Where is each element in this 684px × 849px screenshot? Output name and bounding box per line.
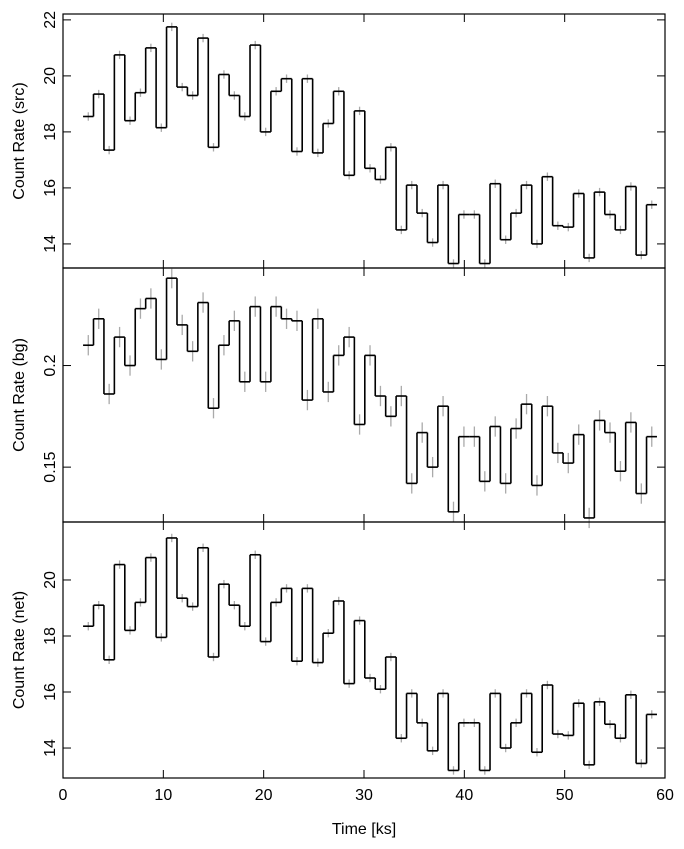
y-tick-label: 20 — [42, 67, 59, 85]
plot-frame — [62, 13, 666, 269]
y-tick-label: 16 — [42, 179, 59, 197]
x-tick-label: 30 — [355, 787, 373, 804]
y-tick-label: 18 — [42, 123, 59, 141]
x-tick-label: 60 — [656, 787, 674, 804]
y-axis-label: Count Rate (bg) — [11, 338, 28, 452]
x-axis-label: Time [ks] — [332, 821, 396, 838]
y-tick-label: 0.15 — [42, 451, 59, 482]
x-tick-label: 20 — [255, 787, 273, 804]
y-axis-label: Count Rate (net) — [11, 591, 28, 709]
x-tick-label: 10 — [154, 787, 172, 804]
x-tick-label: 40 — [455, 787, 473, 804]
y-tick-label: 14 — [42, 235, 59, 253]
plot-frame — [62, 267, 666, 523]
x-tick-label: 50 — [556, 787, 574, 804]
y-tick-label: 16 — [42, 683, 59, 701]
x-tick-label: 0 — [59, 787, 68, 804]
y-tick-label: 22 — [42, 11, 59, 29]
y-tick-label: 14 — [42, 739, 59, 757]
plot-frame — [62, 521, 666, 779]
y-tick-label: 20 — [42, 571, 59, 589]
y-tick-label: 18 — [42, 627, 59, 645]
y-axis-label: Count Rate (src) — [11, 82, 28, 199]
y-tick-label: 0.2 — [42, 354, 59, 376]
